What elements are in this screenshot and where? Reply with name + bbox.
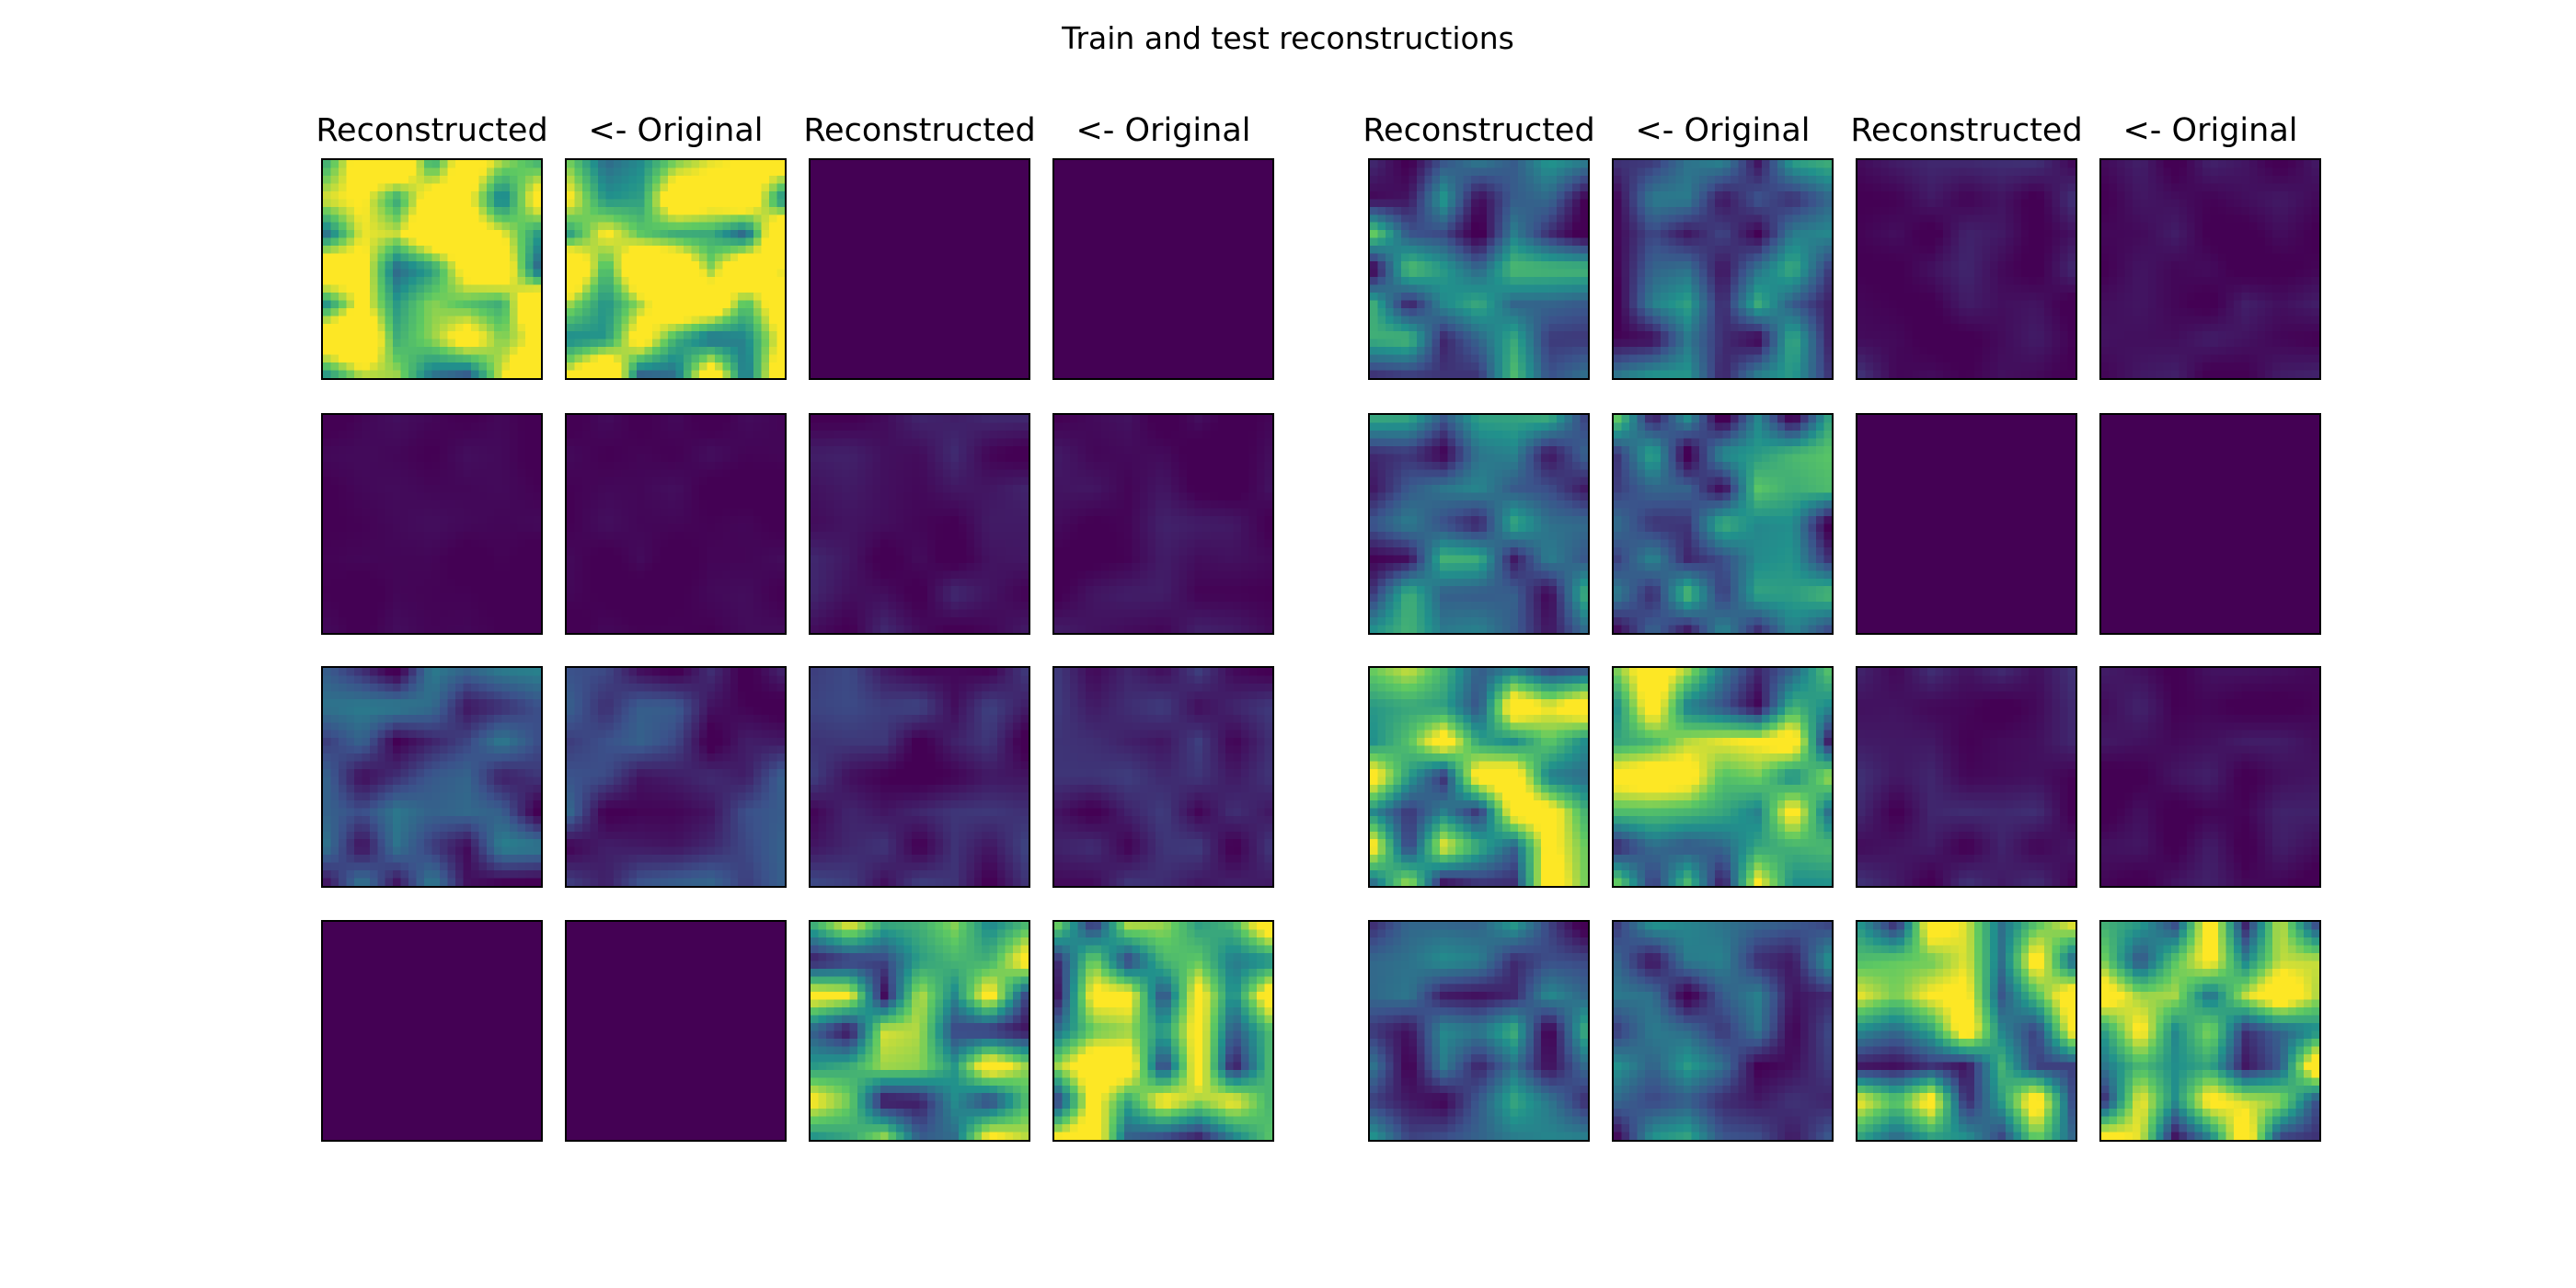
original-image-tile xyxy=(2099,666,2321,888)
column-title: <- Original xyxy=(1635,112,1811,149)
reconstructed-image-tile xyxy=(809,413,1030,635)
heatmap-image xyxy=(2101,160,2319,378)
reconstructed-image-tile xyxy=(1368,666,1590,888)
heatmap-image xyxy=(1054,668,1272,886)
heatmap-image xyxy=(1614,160,1832,378)
reconstructed-image-tile xyxy=(809,920,1030,1142)
heatmap-image xyxy=(2101,415,2319,633)
reconstructed-image-tile xyxy=(1368,413,1590,635)
reconstructed-image-tile xyxy=(321,920,543,1142)
heatmap-image xyxy=(1054,160,1272,378)
original-image-tile xyxy=(2099,413,2321,635)
heatmap-image xyxy=(1857,415,2076,633)
heatmap-image xyxy=(323,415,541,633)
heatmap-image xyxy=(1614,922,1832,1140)
reconstructed-image-tile xyxy=(1368,920,1590,1142)
heatmap-image xyxy=(811,922,1029,1140)
column-title: Reconstructed xyxy=(1363,112,1595,149)
column-title: <- Original xyxy=(1075,112,1251,149)
reconstructed-image-tile xyxy=(1856,413,2077,635)
original-image-tile xyxy=(1612,920,1834,1142)
original-image-tile xyxy=(1052,666,1274,888)
reconstructed-image-tile xyxy=(1856,666,2077,888)
reconstructed-image-tile xyxy=(1856,920,2077,1142)
heatmap-image xyxy=(1614,668,1832,886)
heatmap-image xyxy=(1054,922,1272,1140)
column-title: Reconstructed xyxy=(316,112,548,149)
reconstructed-image-tile xyxy=(321,158,543,380)
column-title: <- Original xyxy=(588,112,764,149)
reconstructed-image-tile xyxy=(1368,158,1590,380)
heatmap-image xyxy=(1370,160,1588,378)
heatmap-image xyxy=(811,668,1029,886)
heatmap-image xyxy=(1054,415,1272,633)
column-title: <- Original xyxy=(2122,112,2298,149)
original-image-tile xyxy=(2099,920,2321,1142)
heatmap-image xyxy=(1857,668,2076,886)
heatmap-image xyxy=(1370,668,1588,886)
column-title: Reconstructed xyxy=(803,112,1036,149)
original-image-tile xyxy=(1052,158,1274,380)
original-image-tile xyxy=(1052,920,1274,1142)
reconstructed-image-tile xyxy=(809,666,1030,888)
heatmap-image xyxy=(1370,415,1588,633)
original-image-tile xyxy=(1052,413,1274,635)
original-image-tile xyxy=(565,413,787,635)
heatmap-image xyxy=(567,415,785,633)
heatmap-image xyxy=(811,415,1029,633)
heatmap-image xyxy=(1370,922,1588,1140)
original-image-tile xyxy=(565,920,787,1142)
reconstructed-image-tile xyxy=(321,666,543,888)
heatmap-image xyxy=(323,922,541,1140)
heatmap-image xyxy=(323,160,541,378)
heatmap-image xyxy=(323,668,541,886)
column-title: Reconstructed xyxy=(1850,112,2083,149)
reconstructed-image-tile xyxy=(1856,158,2077,380)
heatmap-image xyxy=(1857,160,2076,378)
reconstructed-image-tile xyxy=(321,413,543,635)
original-image-tile xyxy=(565,666,787,888)
figure-title: Train and test reconstructions xyxy=(1062,20,1514,56)
heatmap-image xyxy=(567,922,785,1140)
original-image-tile xyxy=(2099,158,2321,380)
heatmap-image xyxy=(2101,668,2319,886)
original-image-tile xyxy=(565,158,787,380)
heatmap-image xyxy=(567,668,785,886)
heatmap-image xyxy=(811,160,1029,378)
original-image-tile xyxy=(1612,158,1834,380)
heatmap-image xyxy=(567,160,785,378)
heatmap-image xyxy=(1857,922,2076,1140)
heatmap-image xyxy=(1614,415,1832,633)
reconstructed-image-tile xyxy=(809,158,1030,380)
original-image-tile xyxy=(1612,666,1834,888)
heatmap-image xyxy=(2101,922,2319,1140)
original-image-tile xyxy=(1612,413,1834,635)
